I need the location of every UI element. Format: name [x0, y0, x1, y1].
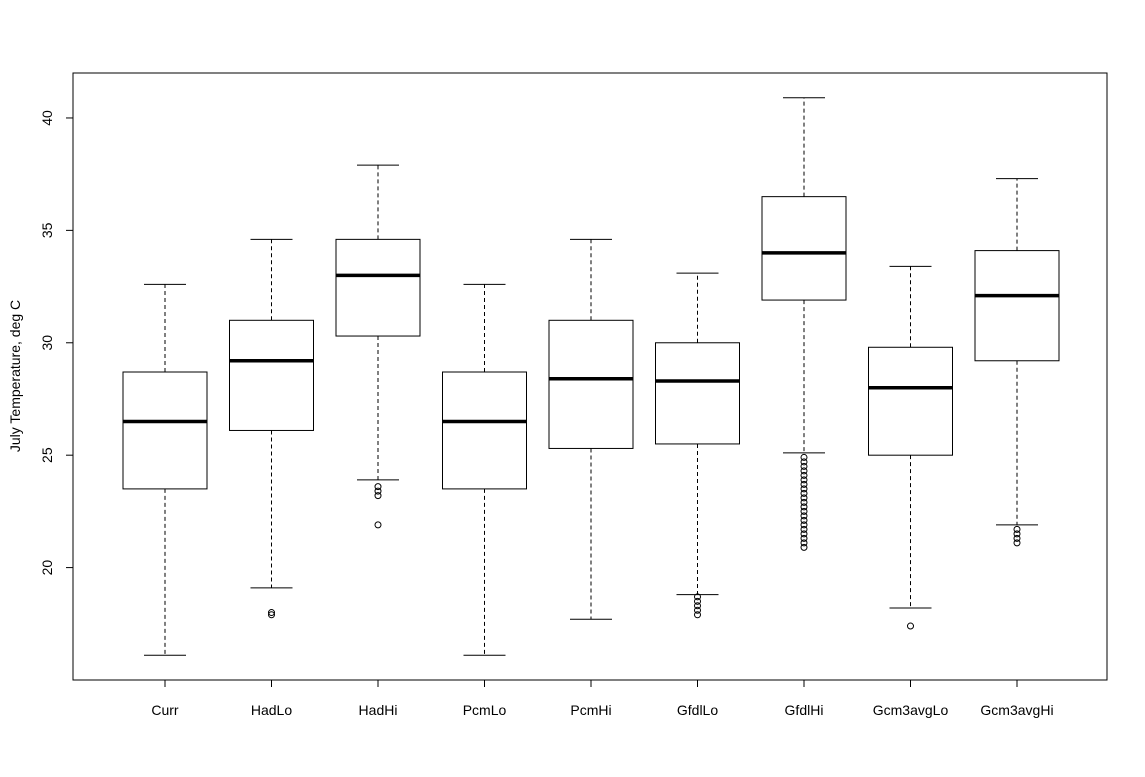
box-pcmlo	[442, 283, 527, 656]
iqr-box	[335, 238, 421, 337]
box-gcm3avglo	[868, 265, 953, 630]
outlier-point	[800, 534, 808, 542]
outlier-point	[800, 471, 808, 479]
outlier-point	[1013, 525, 1021, 533]
outlier-point	[694, 611, 701, 619]
iqr-box	[122, 371, 208, 490]
y-axis: 20 25 30 35 40	[39, 110, 74, 576]
y-tick-label: 30	[39, 335, 55, 351]
box-gfdllo	[655, 272, 740, 619]
iqr-box	[442, 371, 527, 490]
iqr-box	[974, 250, 1060, 362]
outlier-point	[268, 611, 275, 619]
outlier-point	[800, 503, 808, 511]
outlier-point	[374, 492, 382, 500]
iqr-box	[229, 319, 314, 431]
box-pcmhi	[548, 238, 634, 620]
outlier-point	[694, 593, 701, 601]
outlier-point	[800, 494, 808, 502]
outlier-point	[374, 487, 382, 495]
box-gcm3avghi	[974, 178, 1060, 547]
iqr-box	[868, 346, 953, 456]
outlier-point	[800, 516, 808, 524]
outlier-point	[800, 539, 808, 547]
outlier-point	[800, 480, 808, 488]
y-tick-label: 25	[39, 447, 55, 463]
outlier-point	[374, 483, 382, 491]
iqr-box	[548, 319, 634, 449]
outlier-point	[800, 525, 808, 533]
outlier-point	[800, 485, 808, 493]
iqr-box	[655, 342, 740, 445]
y-tick-label: 20	[39, 560, 55, 576]
outlier-point	[800, 512, 808, 520]
outlier-point	[268, 609, 275, 617]
x-tick-label: Gcm3avgHi	[980, 702, 1053, 718]
outlier-point	[800, 521, 808, 529]
y-tick-label: 40	[39, 110, 55, 126]
box-hadlo	[229, 238, 314, 619]
outlier-point	[800, 467, 808, 475]
y-axis-title: July Temperature, deg C	[7, 300, 23, 452]
outlier-point	[800, 530, 808, 538]
x-tick-label: HadHi	[359, 702, 398, 718]
outlier-point	[1013, 530, 1021, 538]
x-tick-label: Gcm3avgLo	[873, 702, 949, 718]
outlier-point	[694, 606, 701, 614]
outlier-point	[800, 498, 808, 506]
outlier-point	[800, 543, 808, 551]
outlier-point	[800, 507, 808, 515]
x-tick-label: Curr	[151, 702, 179, 718]
y-tick-label: 35	[39, 222, 55, 238]
outlier-point	[694, 602, 701, 610]
outlier-point	[800, 476, 808, 484]
outlier-point	[800, 462, 808, 470]
outlier-point	[1013, 539, 1021, 547]
x-tick-label: GfdlLo	[677, 702, 718, 718]
box-curr	[122, 283, 208, 656]
outlier-point	[800, 458, 808, 466]
box-gfdlhi	[761, 97, 847, 551]
outlier-point	[1013, 534, 1021, 542]
outlier-point	[800, 489, 808, 497]
outlier-point	[694, 597, 701, 605]
x-tick-label: PcmHi	[570, 702, 611, 718]
box-series	[122, 97, 1060, 656]
x-tick-label: PcmLo	[463, 702, 507, 718]
x-axis: Curr HadLo HadHi PcmLo PcmHi GfdlLo GfdlHi Gcm3…	[151, 679, 1054, 718]
x-tick-label: HadLo	[251, 702, 292, 718]
x-tick-label: GfdlHi	[785, 702, 824, 718]
outlier-point	[800, 453, 808, 461]
iqr-box	[761, 196, 847, 301]
box-hadhi	[335, 164, 421, 529]
outlier-point	[374, 521, 382, 529]
outlier-point	[907, 622, 914, 630]
